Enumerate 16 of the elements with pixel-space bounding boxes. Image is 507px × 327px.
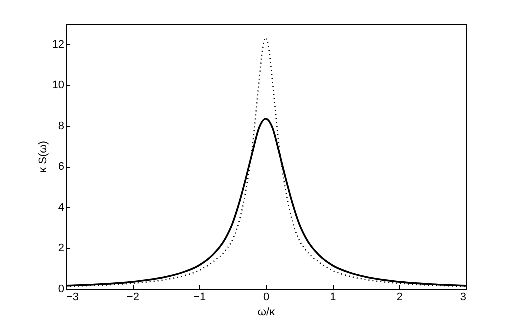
x-tick-label: 0 [263, 292, 270, 304]
y-tick-label: 8 [58, 120, 64, 132]
y-tick-label: 4 [58, 202, 64, 214]
y-tick-label: 0 [58, 284, 64, 296]
y-tick-label: 2 [58, 242, 64, 255]
x-tick-label: −1 [194, 292, 206, 304]
y-tick-label: 10 [52, 80, 64, 92]
y-tick-label: 6 [58, 161, 64, 174]
x-tick-label: 3 [460, 292, 466, 304]
y-tick-label: 12 [52, 38, 64, 51]
x-axis-title: ω/κ [258, 306, 276, 318]
y-axis-title: κ S(ω) [37, 141, 50, 173]
x-tick-label: 1 [330, 292, 336, 304]
x-tick-label: 2 [396, 292, 403, 304]
x-tick-label: −3 [66, 292, 80, 304]
x-tick-label: −2 [126, 292, 140, 304]
